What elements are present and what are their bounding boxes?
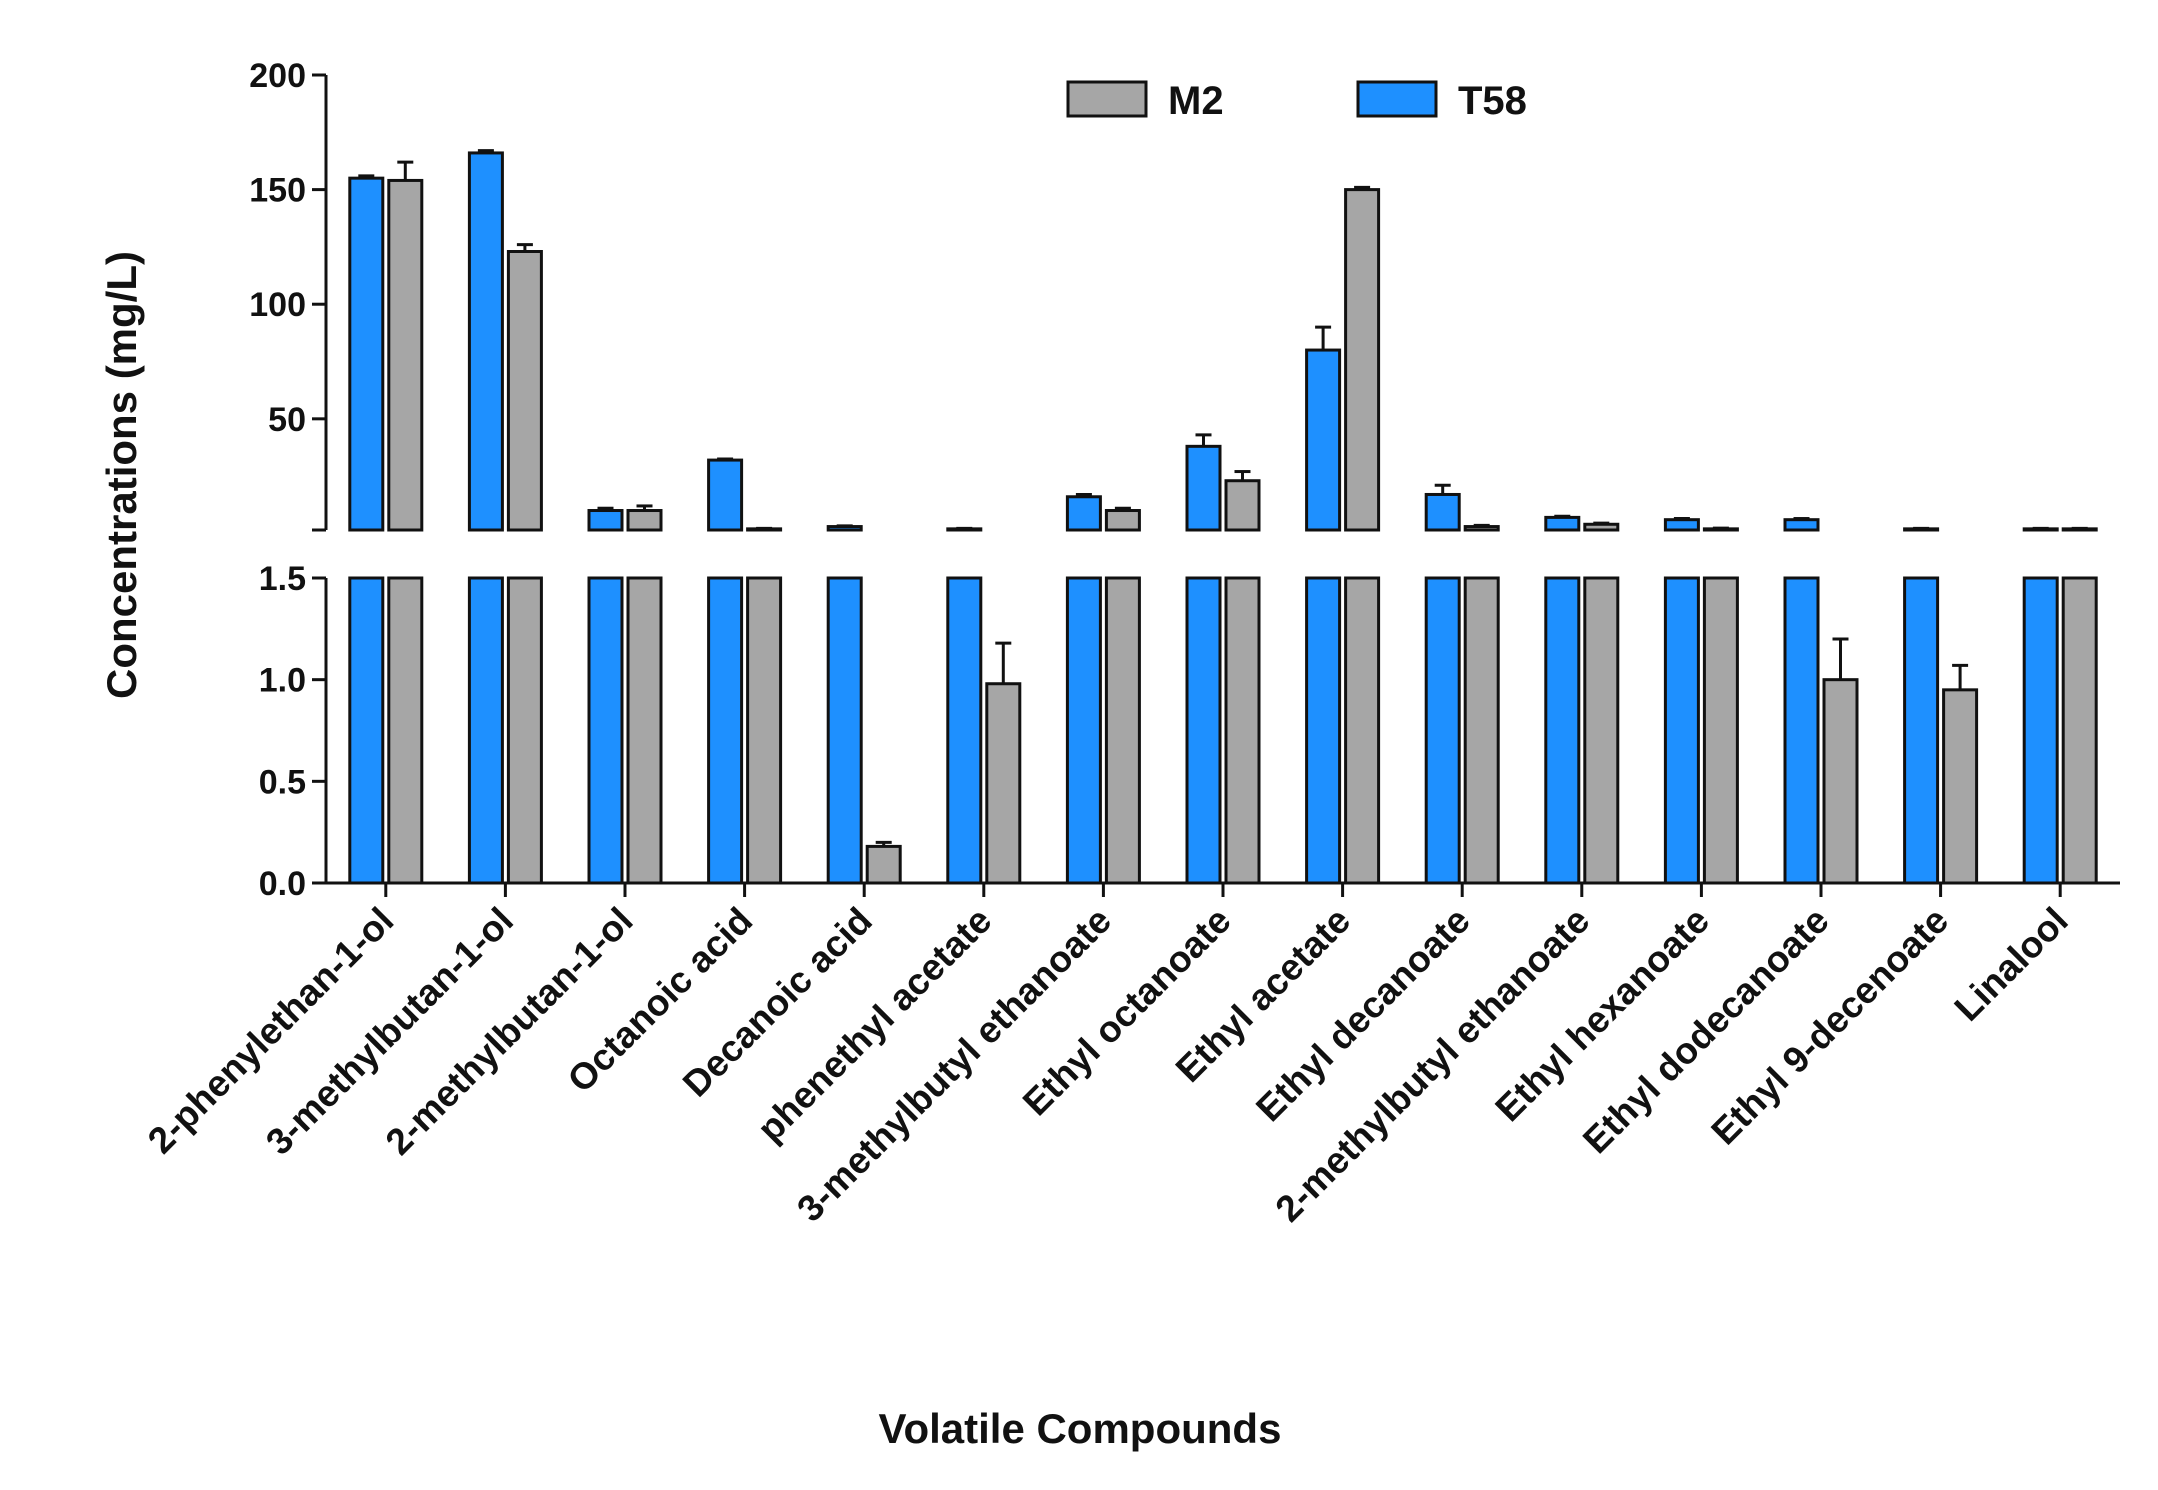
- bar-t58-3-upper: [587, 509, 624, 532]
- y-tick-label-upper-4: 200: [249, 57, 306, 95]
- bar-t58-12-lower: [1663, 576, 1700, 885]
- bar-t58-11-lower: [1544, 576, 1581, 885]
- bar-m2-4-lower: [746, 576, 783, 885]
- legend-label-m2: M2: [1168, 79, 1224, 123]
- x-tick-label-12: Ethyl hexanoate: [1487, 900, 1717, 1130]
- bar-m2-2-upper: [506, 249, 543, 532]
- bar-m2-11-upper: [1583, 522, 1620, 532]
- legend: M2 T58: [1066, 79, 1527, 123]
- bar-m2-7-upper: [1104, 509, 1141, 532]
- bar-t58-7-upper: [1065, 495, 1102, 532]
- x-tick-label-15: Linalool: [1947, 900, 2076, 1029]
- bar-t58-9-upper: [1305, 348, 1342, 532]
- bar-m2-14: [1942, 688, 1979, 885]
- bar-t58-3-lower: [587, 576, 624, 885]
- bar-t58-1-upper: [348, 176, 385, 532]
- y-tick-label-lower-1: 0.0: [259, 865, 306, 903]
- bar-m2-10-upper: [1463, 525, 1500, 532]
- bar-t58-2-lower: [467, 576, 504, 885]
- bar-t58-13-lower: [1783, 576, 1820, 885]
- y-tick-label-lower-4: 1.5: [259, 560, 306, 598]
- x-axis-title: Volatile Compounds: [879, 1405, 1282, 1452]
- x-tick-label-14: Ethyl 9-decenoate: [1703, 900, 1956, 1153]
- bar-m2-15-lower: [2061, 576, 2098, 885]
- x-tick-label-8: Ethyl octanoate: [1015, 900, 1239, 1124]
- bar-m2-8-upper: [1224, 479, 1261, 532]
- bar-m2-3-lower: [626, 576, 663, 885]
- legend-label-t58: T58: [1458, 79, 1527, 123]
- bar-t58-1-lower: [348, 576, 385, 885]
- bar-t58-8-lower: [1185, 576, 1222, 885]
- bar-m2-1-upper: [387, 178, 424, 532]
- y-tick-label-upper-2: 100: [249, 286, 306, 324]
- bar-t58-5-lower: [826, 576, 863, 885]
- bar-t58-11-upper: [1544, 515, 1581, 532]
- bar-m2-8-lower: [1224, 576, 1261, 885]
- bar-t58-10-lower: [1424, 576, 1461, 885]
- bar-m2-5: [865, 844, 902, 885]
- bar-t58-8-upper: [1185, 444, 1222, 532]
- y-tick-label-upper-1: 50: [268, 401, 306, 439]
- bar-t58-9-lower: [1305, 576, 1342, 885]
- bar-m2-1-lower: [387, 576, 424, 885]
- bar-m2-7-lower: [1104, 576, 1141, 885]
- bar-t58-7-lower: [1065, 576, 1102, 885]
- legend-swatch-m2: [1066, 80, 1148, 118]
- bar-m2-2-lower: [506, 576, 543, 885]
- bar-t58-6-lower: [946, 576, 983, 885]
- bar-m2-10-lower: [1463, 576, 1500, 885]
- bar-m2-12-lower: [1702, 576, 1739, 885]
- bar-t58-14-lower: [1903, 576, 1940, 885]
- y-axis-title: Concentrations (mg/L): [98, 251, 145, 699]
- bar-t58-12-upper: [1663, 518, 1700, 532]
- bars-layer: [348, 149, 2098, 885]
- bar-t58-13-upper: [1783, 518, 1820, 532]
- y-tick-label-lower-3: 1.0: [259, 662, 306, 700]
- bar-t58-10-upper: [1424, 492, 1461, 532]
- x-tick-label-10: Ethyl decanoate: [1248, 900, 1478, 1130]
- bar-t58-2-upper: [467, 151, 504, 532]
- y-tick-label-upper-3: 150: [249, 172, 306, 210]
- bar-m2-9-lower: [1344, 576, 1381, 885]
- bar-m2-13: [1822, 678, 1859, 885]
- bar-t58-4-upper: [707, 458, 744, 532]
- bar-m2-11-lower: [1583, 576, 1620, 885]
- axes-layer: [312, 73, 2120, 897]
- bar-m2-3-upper: [626, 509, 663, 532]
- y-tick-label-lower-2: 0.5: [259, 763, 306, 801]
- bar-t58-4-lower: [707, 576, 744, 885]
- legend-swatch-t58: [1356, 80, 1438, 118]
- x-tick-label-6: phenethyl acetate: [749, 900, 999, 1150]
- bar-m2-6: [985, 682, 1022, 885]
- bar-m2-9-upper: [1344, 188, 1381, 532]
- bar-t58-15-lower: [2022, 576, 2059, 885]
